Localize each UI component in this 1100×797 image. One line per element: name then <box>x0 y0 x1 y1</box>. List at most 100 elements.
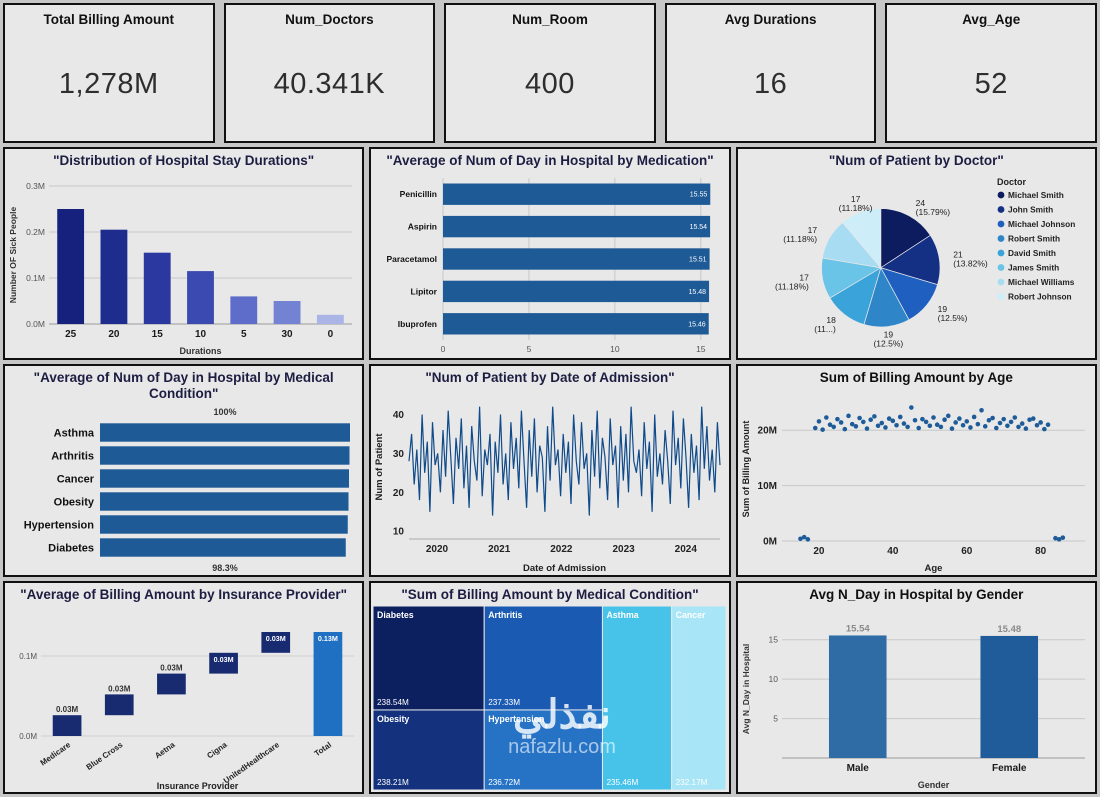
point <box>856 415 862 421</box>
bar <box>100 515 348 534</box>
legend-dot <box>997 293 1005 300</box>
point <box>868 417 873 422</box>
legend-dot <box>997 235 1005 242</box>
svg-text:17: 17 <box>799 273 809 283</box>
svg-text:0.3M: 0.3M <box>26 181 45 191</box>
bar <box>443 280 710 303</box>
svg-text:(11.18%): (11.18%) <box>783 234 817 244</box>
svg-text:Sum of Billing Amount: Sum of Billing Amount <box>741 421 751 518</box>
chart-card-medication: "Average of Num of Day in Hospital by Me… <box>369 147 731 360</box>
point <box>831 424 836 430</box>
svg-text:0.1M: 0.1M <box>19 652 37 661</box>
chart-row-3: "Average of Billing Amount by Insurance … <box>3 581 1097 794</box>
point <box>875 423 881 429</box>
chart-card-medical-condition-days: "Average of Num of Day in Hospital by Me… <box>3 364 365 577</box>
point <box>1041 426 1047 432</box>
doctor-pie-chart[interactable]: 24 (15.79%) 21 (13.82%) 19 (12.5%) 19 (12.5%) 18… <box>738 170 1095 358</box>
svg-text:2020: 2020 <box>426 544 449 555</box>
svg-text:(11.18%): (11.18%) <box>775 282 809 292</box>
point <box>823 415 829 420</box>
chart-title: "Average of Num of Day in Hospital by Me… <box>33 370 334 401</box>
svg-text:0.2M: 0.2M <box>26 227 45 237</box>
kpi-card-avg-durations: Avg Durations 16 <box>664 3 877 143</box>
svg-text:100%: 100% <box>213 407 236 417</box>
svg-text:0M: 0M <box>763 536 777 547</box>
kpi-value: 52 <box>974 67 1008 100</box>
kpi-value: 1,278M <box>58 67 159 100</box>
point <box>1034 422 1039 428</box>
svg-text:5: 5 <box>241 329 247 340</box>
point <box>1026 417 1032 422</box>
treemap-tile <box>372 605 486 711</box>
point <box>960 422 966 428</box>
svg-text:10: 10 <box>610 344 620 354</box>
svg-text:236.72M: 236.72M <box>489 778 521 787</box>
svg-text:0.13M: 0.13M <box>318 634 338 643</box>
svg-text:(12.5%): (12.5%) <box>937 313 967 323</box>
point <box>849 421 855 427</box>
svg-text:Arthritis: Arthritis <box>489 610 523 620</box>
bar <box>57 208 85 324</box>
age-scatter-chart[interactable]: 0M 10M 20M 20 40 60 80 Age Sum of Billing Amount <box>738 387 1095 575</box>
medical-condition-hbar-chart[interactable]: Asthma Arthritis Cancer Obesity Hypertension… <box>5 403 362 575</box>
point <box>904 424 910 430</box>
admission-line-chart[interactable]: 10 20 30 40 2020 2021 2022 2023 2024 Date of Admi… <box>371 387 728 575</box>
treemap-tile <box>484 709 604 791</box>
point <box>923 419 929 425</box>
treemap-tile <box>372 709 486 791</box>
point <box>871 414 877 419</box>
bar <box>980 635 1038 758</box>
svg-text:15.54: 15.54 <box>846 623 870 634</box>
svg-text:30: 30 <box>282 329 294 340</box>
svg-text:40: 40 <box>393 410 405 421</box>
svg-text:10: 10 <box>768 674 778 684</box>
svg-text:24: 24 <box>915 198 925 208</box>
stay-durations-bar-chart[interactable]: 0.0M 0.1M 0.2M 0.3M 25 20 15 10 5 30 0 Durations Num… <box>5 170 362 358</box>
svg-text:19: 19 <box>883 330 893 340</box>
point <box>838 420 844 425</box>
bar <box>100 469 349 488</box>
point <box>820 427 825 432</box>
svg-text:Aspirin: Aspirin <box>408 222 437 232</box>
svg-text:0.03M: 0.03M <box>108 684 131 693</box>
condition-treemap-chart[interactable]: Diabetes 238.54M Arthritis 237.33M Asthma 235… <box>371 604 728 792</box>
svg-text:0.0M: 0.0M <box>26 319 45 329</box>
svg-text:17: 17 <box>851 194 861 204</box>
kpi-row: Total Billing Amount 1,278M Num_Doctors … <box>3 3 1097 143</box>
bar <box>443 248 710 270</box>
svg-text:Cancer: Cancer <box>57 473 95 485</box>
svg-text:237.33M: 237.33M <box>489 698 521 707</box>
svg-text:0.03M: 0.03M <box>266 634 286 643</box>
chart-row-2: "Average of Num of Day in Hospital by Me… <box>3 364 1097 577</box>
gender-bar-chart[interactable]: 5 10 15 15.54 Male 15.48 Female Gender Avg N_Day… <box>738 604 1095 792</box>
point <box>930 415 936 420</box>
svg-text:Arthritis: Arthritis <box>51 450 94 462</box>
chart-title: "Distribution of Hospital Stay Durations… <box>53 153 315 168</box>
svg-text:17: 17 <box>807 225 817 235</box>
chart-title: "Num of Patient by Doctor" <box>828 153 1004 168</box>
point <box>989 415 995 421</box>
svg-text:Michael Williams: Michael Williams <box>1008 277 1075 287</box>
point <box>901 421 906 426</box>
svg-text:2021: 2021 <box>488 544 511 555</box>
bar <box>443 313 710 335</box>
svg-text:5: 5 <box>527 344 532 354</box>
insurance-waterfall-chart[interactable]: 0.0M 0.1M 0.03M Medicare 0.03M Blue Cross 0.03… <box>5 604 362 792</box>
point <box>978 407 984 413</box>
point <box>812 425 818 431</box>
kpi-title: Avg Durations <box>724 12 817 27</box>
svg-text:10: 10 <box>393 527 405 538</box>
point <box>834 416 840 422</box>
kpi-value: 400 <box>525 67 575 100</box>
kpi-title: Avg_Age <box>962 12 1021 27</box>
chart-card-doctor-pie: "Num of Patient by Doctor" 24 (15.79%) 21(… <box>735 147 1097 360</box>
svg-text:Avg N_Day in Hospital: Avg N_Day in Hospital <box>741 644 751 734</box>
svg-text:19: 19 <box>937 304 947 314</box>
svg-text:(12.5%): (12.5%) <box>873 339 903 349</box>
point <box>890 418 895 424</box>
medication-hbar-chart[interactable]: 0 5 10 15 Penicillin 15.55 Aspirin 15.54 Paracet… <box>371 170 728 358</box>
svg-text:20: 20 <box>813 546 825 557</box>
chart-row-1: "Distribution of Hospital Stay Durations… <box>3 147 1097 360</box>
bar <box>100 538 346 557</box>
